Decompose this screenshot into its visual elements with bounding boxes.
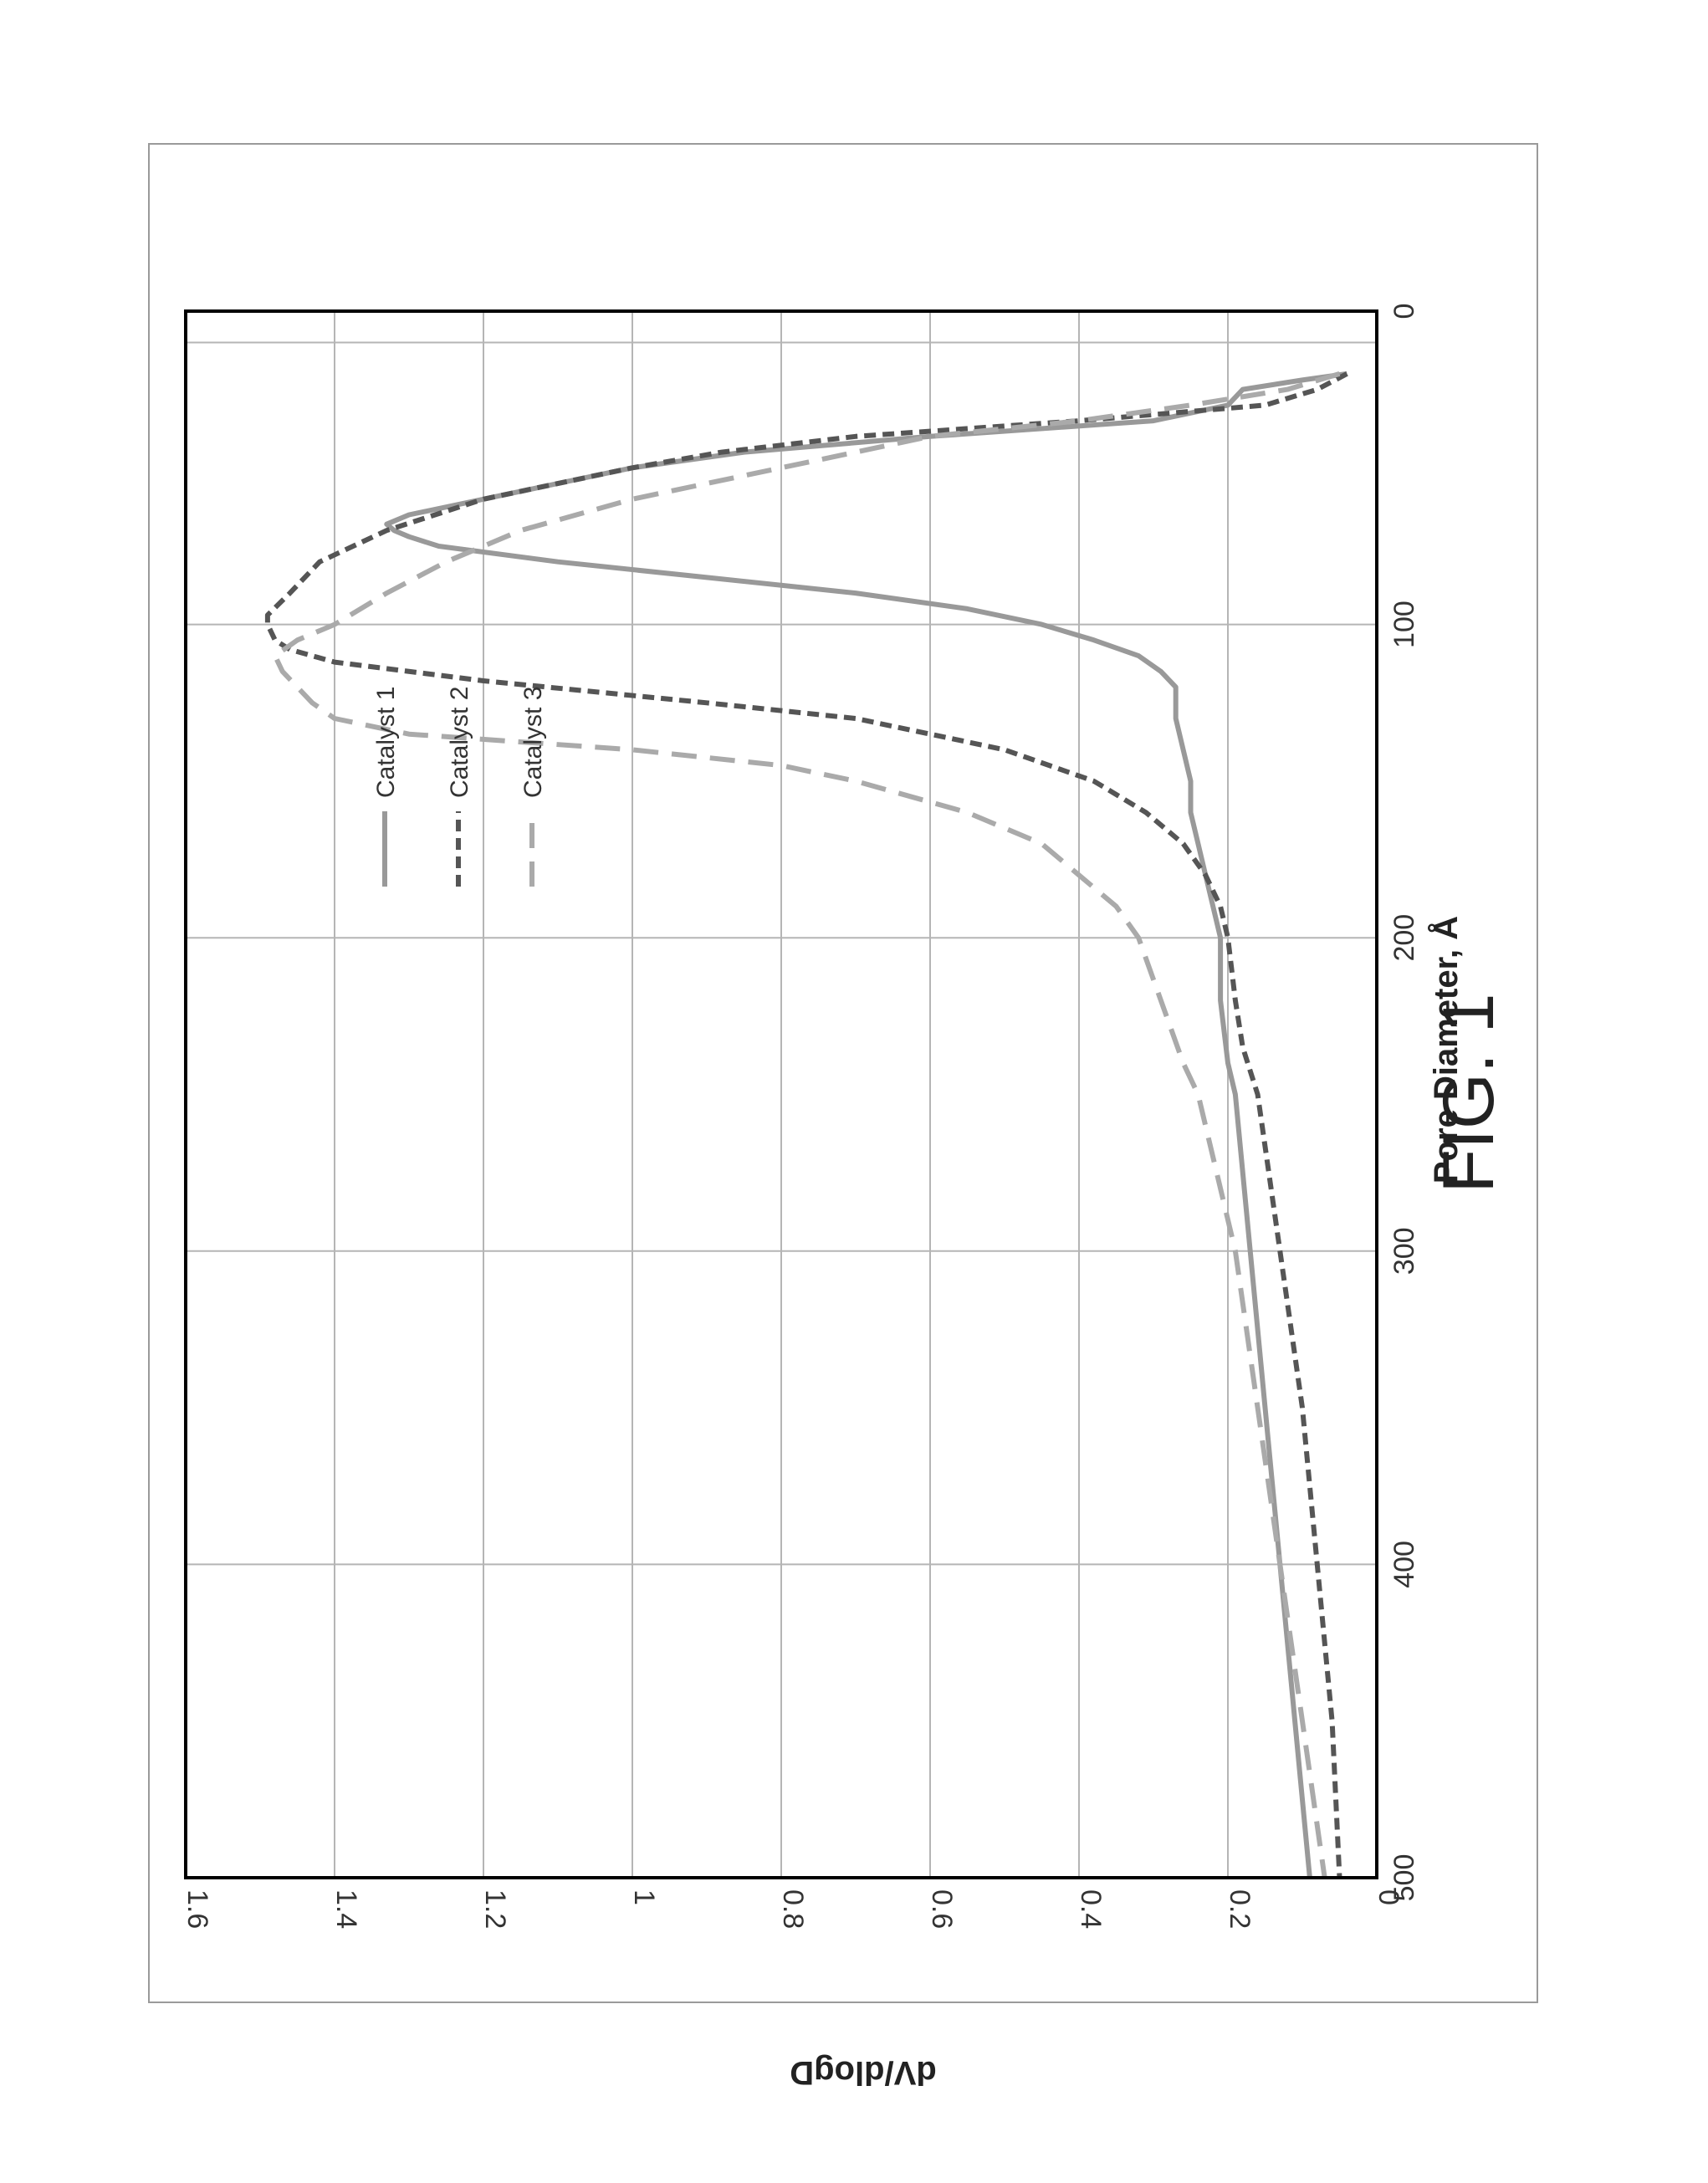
- y-tick-label: 0.4: [1075, 1889, 1107, 1929]
- figure-border: [149, 144, 1537, 2002]
- chart: 00.20.40.60.811.21.41.60100200300400500 …: [182, 304, 1465, 2091]
- y-tick-label: 0.6: [926, 1889, 958, 1929]
- x-tick-label: 0: [1388, 304, 1420, 320]
- legend: Catalyst 1 Catalyst 2 Catalyst 3: [372, 687, 547, 887]
- x-tick-label: 200: [1388, 914, 1420, 962]
- y-tick-label: 1.6: [182, 1889, 213, 1929]
- y-tick-label: 1.2: [479, 1889, 511, 1929]
- legend-label-1: Catalyst 1: [372, 687, 400, 798]
- series-line-3: [275, 374, 1340, 1878]
- series-line-2: [268, 374, 1347, 1878]
- figure-caption: FIG. 1: [1429, 994, 1509, 1194]
- y-axis-title: dV/dlogD: [790, 2054, 937, 2091]
- x-tick-label: 500: [1388, 1854, 1420, 1902]
- series-line-1: [386, 374, 1347, 1878]
- x-tick-label: 100: [1388, 601, 1420, 648]
- y-tick-label: 0.8: [777, 1889, 809, 1929]
- tick-labels: 00.20.40.60.811.21.41.60100200300400500: [182, 304, 1420, 1930]
- x-tick-label: 300: [1388, 1227, 1420, 1275]
- x-tick-label: 400: [1388, 1541, 1420, 1588]
- grid: [186, 311, 1377, 1878]
- series-layer: [268, 374, 1347, 1878]
- legend-label-3: Catalyst 3: [519, 687, 547, 798]
- legend-label-2: Catalyst 2: [446, 687, 473, 798]
- y-tick-label: 0.2: [1224, 1889, 1255, 1929]
- y-tick-label: 1: [628, 1889, 660, 1905]
- y-tick-label: 1.4: [330, 1889, 362, 1929]
